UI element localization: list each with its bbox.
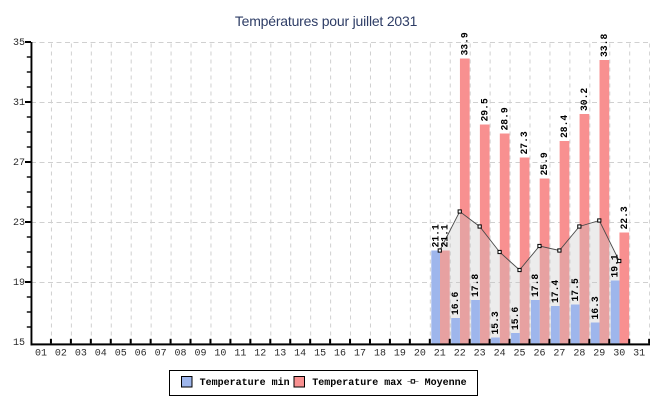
svg-text:24: 24 <box>494 349 506 360</box>
svg-text:12: 12 <box>254 349 266 360</box>
svg-text:23: 23 <box>13 218 25 229</box>
svg-text:11: 11 <box>234 349 246 360</box>
svg-text:21: 21 <box>434 349 446 360</box>
svg-text:06: 06 <box>135 349 147 360</box>
svg-text:15.3: 15.3 <box>490 311 501 334</box>
svg-text:19.1: 19.1 <box>610 254 621 277</box>
svg-text:16.3: 16.3 <box>590 296 601 319</box>
svg-text:14: 14 <box>294 349 306 360</box>
svg-text:09: 09 <box>194 349 206 360</box>
svg-text:Temperature max: Temperature max <box>312 378 402 389</box>
svg-text:30.2: 30.2 <box>579 88 590 111</box>
svg-text:20: 20 <box>414 349 426 360</box>
svg-text:01: 01 <box>35 349 47 360</box>
svg-text:03: 03 <box>75 349 87 360</box>
svg-text:02: 02 <box>55 349 67 360</box>
svg-text:19: 19 <box>13 278 25 289</box>
svg-text:Temperature min: Temperature min <box>200 377 290 389</box>
svg-text:17: 17 <box>354 349 366 360</box>
svg-text:17.4: 17.4 <box>550 280 561 303</box>
svg-text:22.3: 22.3 <box>619 206 630 229</box>
svg-text:13: 13 <box>274 349 286 360</box>
svg-text:15: 15 <box>314 349 326 360</box>
svg-text:16: 16 <box>334 349 346 360</box>
svg-text:10: 10 <box>214 349 226 360</box>
svg-text:15.6: 15.6 <box>510 307 521 330</box>
svg-text:07: 07 <box>155 349 167 360</box>
svg-text:18: 18 <box>374 349 386 360</box>
svg-text:17.5: 17.5 <box>570 278 581 301</box>
svg-text:17.8: 17.8 <box>530 274 541 297</box>
svg-text:23: 23 <box>474 349 486 360</box>
svg-text:25.9: 25.9 <box>539 152 550 175</box>
svg-text:Températures pour juillet 2031: Températures pour juillet 2031 <box>235 13 418 29</box>
svg-text:27: 27 <box>553 349 565 360</box>
svg-text:26: 26 <box>533 349 545 360</box>
svg-text:33.9: 33.9 <box>459 32 470 55</box>
svg-text:31: 31 <box>13 98 25 109</box>
svg-text:33.8: 33.8 <box>599 34 610 57</box>
svg-text:29: 29 <box>593 349 605 360</box>
svg-text:Moyenne: Moyenne <box>425 378 467 389</box>
svg-text:15: 15 <box>13 338 25 349</box>
svg-text:27: 27 <box>13 158 25 169</box>
svg-text:29.5: 29.5 <box>479 98 490 121</box>
svg-text:17.8: 17.8 <box>470 274 481 297</box>
svg-text:22: 22 <box>454 349 466 360</box>
svg-text:19: 19 <box>394 349 406 360</box>
svg-text:28.4: 28.4 <box>559 115 570 138</box>
svg-text:16.6: 16.6 <box>450 292 461 315</box>
svg-text:28.9: 28.9 <box>499 107 510 130</box>
svg-text:27.3: 27.3 <box>519 131 530 154</box>
svg-text:05: 05 <box>115 349 127 360</box>
svg-text:35: 35 <box>13 38 25 49</box>
svg-text:08: 08 <box>175 349 187 360</box>
svg-text:30: 30 <box>613 349 625 360</box>
svg-text:31: 31 <box>633 349 645 360</box>
svg-text:21.1: 21.1 <box>439 224 450 247</box>
svg-text:04: 04 <box>95 349 107 360</box>
svg-text:25: 25 <box>514 349 526 360</box>
svg-text:28: 28 <box>573 349 585 360</box>
